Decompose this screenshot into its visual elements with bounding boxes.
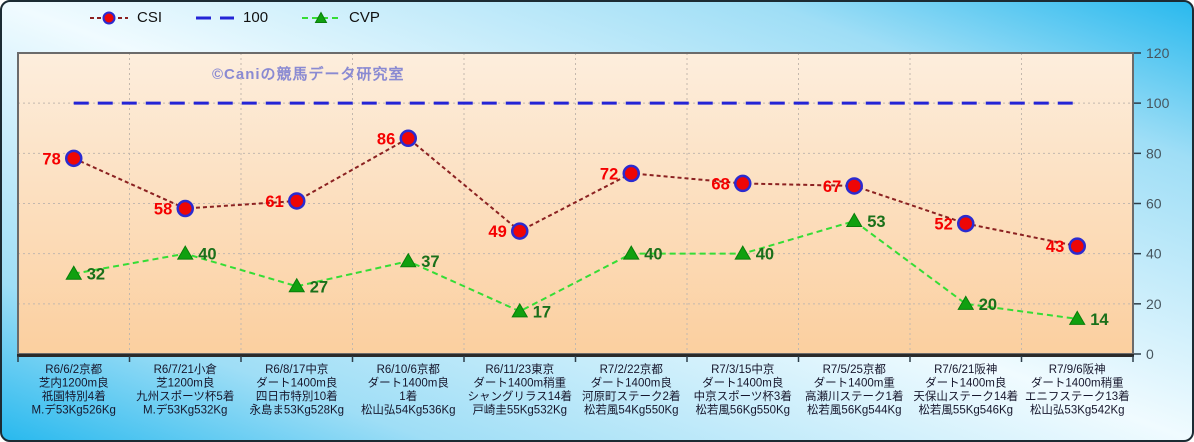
svg-text:17: 17 xyxy=(533,303,551,321)
svg-text:58: 58 xyxy=(154,201,172,219)
svg-text:R7/5/25京都ダート1400m重高瀬川ステーク1着松若風: R7/5/25京都ダート1400m重高瀬川ステーク1着松若風56Kg544Kg xyxy=(805,362,903,417)
svg-text:86: 86 xyxy=(377,130,395,148)
hundred-line-icon xyxy=(196,16,235,19)
svg-text:78: 78 xyxy=(42,150,60,168)
svg-text:60: 60 xyxy=(1146,196,1162,212)
svg-text:52: 52 xyxy=(934,216,952,234)
svg-text:R6/8/17中京ダート1400m良四日市特別10着永島ま5: R6/8/17中京ダート1400m良四日市特別10着永島ま53Kg528Kg xyxy=(249,362,344,417)
svg-text:40: 40 xyxy=(756,246,774,264)
svg-text:R7/9/6阪神ダート1400m稍重エニフステーク13着松山: R7/9/6阪神ダート1400m稍重エニフステーク13着松山弘53Kg542Kg xyxy=(1025,362,1130,417)
legend: CSI 100 CVP xyxy=(88,9,380,26)
svg-text:43: 43 xyxy=(1046,238,1064,256)
legend-label-csi: CSI xyxy=(137,9,163,26)
svg-text:20: 20 xyxy=(979,296,997,314)
legend-item-100: 100 xyxy=(194,9,268,26)
svg-text:40: 40 xyxy=(198,246,216,264)
svg-text:27: 27 xyxy=(310,278,328,296)
csi-line-icon xyxy=(90,11,128,24)
svg-text:67: 67 xyxy=(823,178,841,196)
svg-text:120: 120 xyxy=(1146,45,1170,61)
watermark: ©Caniの競馬データ研究室 xyxy=(212,66,405,83)
svg-text:61: 61 xyxy=(265,193,283,211)
svg-text:32: 32 xyxy=(87,266,105,284)
svg-text:20: 20 xyxy=(1146,296,1162,312)
svg-text:49: 49 xyxy=(488,223,506,241)
svg-text:R7/3/15中京ダート1400m良中京スポーツ杯3着松若風: R7/3/15中京ダート1400m良中京スポーツ杯3着松若風56Kg550Kg xyxy=(694,362,792,417)
svg-text:0: 0 xyxy=(1146,346,1154,362)
svg-text:40: 40 xyxy=(644,246,662,264)
svg-text:R6/11/23東京ダート1400m稍重シャングリラス14着: R6/11/23東京ダート1400m稍重シャングリラス14着戸崎圭55Kg532… xyxy=(467,362,572,417)
legend-label-100: 100 xyxy=(243,9,269,26)
legend-item-cvp: CVP xyxy=(300,9,380,26)
svg-text:40: 40 xyxy=(1146,246,1162,262)
legend-label-cvp: CVP xyxy=(349,9,380,26)
legend-item-csi: CSI xyxy=(88,9,162,26)
svg-text:14: 14 xyxy=(1090,311,1109,329)
svg-text:R7/2/22京都ダート1400m良河原町ステーク2着松若風: R7/2/22京都ダート1400m良河原町ステーク2着松若風54Kg550Kg xyxy=(582,362,680,417)
svg-text:53: 53 xyxy=(867,213,885,231)
svg-text:100: 100 xyxy=(1146,95,1170,111)
svg-text:37: 37 xyxy=(421,253,439,271)
svg-text:68: 68 xyxy=(711,175,729,193)
cvp-line-icon xyxy=(302,10,341,23)
svg-text:72: 72 xyxy=(600,165,618,183)
svg-text:R7/6/21阪神ダート1400m良天保山ステーク14着松若: R7/6/21阪神ダート1400m良天保山ステーク14着松若風55Kg546Kg xyxy=(913,362,1018,417)
svg-text:80: 80 xyxy=(1146,145,1162,161)
